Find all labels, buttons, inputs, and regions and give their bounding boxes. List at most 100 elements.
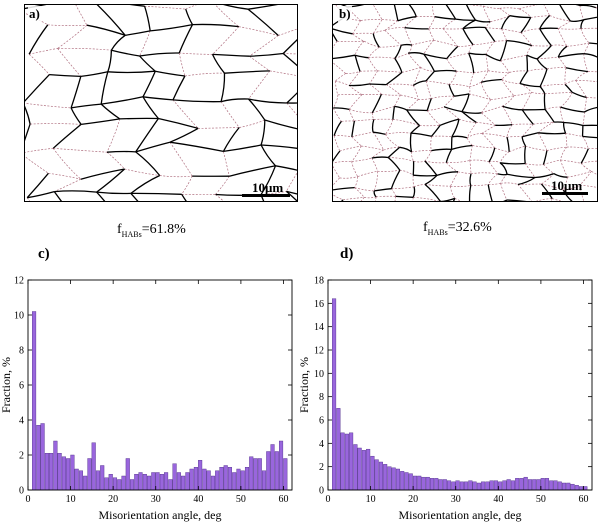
y-tick-label-c-4: 4 — [19, 416, 24, 427]
x-tick-label-c-0: 0 — [26, 494, 31, 505]
bar-d-43 — [510, 480, 515, 491]
bar-c-60 — [283, 458, 288, 491]
bar-c-50 — [240, 470, 245, 491]
bar-c-3 — [40, 423, 45, 491]
bar-c-55 — [261, 470, 267, 491]
bar-c-24 — [129, 479, 135, 491]
bar-c-40 — [198, 460, 203, 491]
x-tick-label-c-20: 20 — [108, 494, 118, 505]
grain-map-a-high-angle-boundaries — [25, 5, 297, 201]
bar-d-31 — [459, 481, 464, 491]
bar-d-35 — [476, 482, 481, 491]
y-tick-label-c-0: 0 — [19, 486, 24, 497]
plot-frame-d — [327, 279, 593, 491]
panel-label-b: b) — [338, 6, 352, 22]
grain-map-b — [332, 4, 598, 202]
bar-c-43 — [210, 475, 215, 491]
bar-c-22 — [121, 475, 126, 491]
y-tick-label-d-16: 16 — [314, 299, 324, 310]
bar-c-14 — [87, 458, 92, 491]
bar-d-40 — [498, 481, 503, 491]
bar-d-15 — [391, 467, 396, 491]
bars-c — [32, 311, 288, 491]
bar-c-9 — [66, 458, 71, 491]
x-tick-label-c-50: 50 — [236, 494, 246, 505]
bar-d-55 — [561, 482, 567, 491]
bar-c-44 — [215, 470, 220, 491]
bar-c-26 — [138, 472, 143, 491]
bar-c-57 — [270, 444, 275, 491]
bar-d-24 — [429, 478, 435, 491]
scale-label-a: 10μm — [252, 180, 284, 195]
x-tick-label-d-60: 60 — [578, 494, 588, 505]
y-tick-label-d-18: 18 — [314, 276, 324, 287]
x-tick-label-c-10: 10 — [66, 494, 76, 505]
bar-d-7 — [357, 447, 362, 491]
bar-c-51 — [244, 467, 250, 491]
bar-d-50 — [540, 478, 545, 491]
bar-c-35 — [176, 472, 181, 491]
bar-c-6 — [53, 440, 58, 491]
grain-map-a — [24, 4, 298, 202]
bar-d-11 — [374, 459, 379, 491]
bar-c-53 — [253, 458, 258, 491]
bar-d-51 — [544, 478, 550, 491]
bar-c-5 — [49, 453, 54, 491]
bar-d-53 — [553, 480, 558, 491]
bar-d-12 — [378, 461, 383, 491]
bar-c-41 — [202, 468, 207, 491]
x-tick-label-d-0: 0 — [326, 494, 331, 505]
hab-fraction-a: fHABs=61.8% — [117, 222, 186, 239]
bar-c-23 — [125, 458, 130, 491]
y-tick-label-c-8: 8 — [19, 346, 24, 357]
bar-d-10 — [370, 455, 375, 491]
panel-label-c: c) — [38, 246, 50, 262]
bar-c-31 — [159, 474, 164, 491]
bar-d-52 — [549, 480, 554, 491]
y-tick-label-d-0: 0 — [319, 486, 324, 497]
grain-map-a-svg — [25, 5, 297, 201]
x-tick-label-c-40: 40 — [193, 494, 203, 505]
bar-d-58 — [574, 485, 579, 491]
bar-c-12 — [78, 470, 83, 491]
bar-c-56 — [266, 451, 271, 491]
bar-d-29 — [451, 481, 456, 491]
bar-c-8 — [61, 456, 66, 491]
x-tick-label-d-20: 20 — [408, 494, 418, 505]
bar-c-4 — [44, 453, 49, 491]
bar-d-26 — [438, 479, 443, 491]
bar-d-56 — [566, 482, 571, 491]
bar-c-33 — [168, 479, 173, 491]
bar-d-16 — [395, 468, 400, 491]
y-tick-label-d-6: 6 — [319, 416, 324, 427]
bar-d-46 — [523, 476, 528, 491]
bar-c-27 — [142, 474, 147, 491]
y-axis-title-d: Fraction, % — [297, 357, 311, 413]
bar-d-5 — [349, 432, 354, 491]
bar-d-44 — [515, 478, 520, 491]
bar-c-13 — [83, 475, 88, 491]
bar-c-36 — [181, 475, 186, 491]
bar-d-18 — [404, 472, 409, 491]
y-tick-label-d-14: 14 — [314, 322, 324, 333]
grain-map-a-low-angle-boundaries — [25, 5, 297, 201]
bar-d-59 — [579, 486, 584, 491]
bar-d-48 — [532, 479, 537, 491]
bar-d-21 — [417, 475, 422, 491]
bar-c-17 — [100, 465, 105, 491]
bar-d-39 — [493, 480, 498, 491]
bar-d-36 — [481, 481, 486, 491]
bar-c-28 — [147, 475, 152, 491]
bar-c-39 — [193, 467, 198, 491]
y-tick-label-c-6: 6 — [19, 381, 24, 392]
bar-d-54 — [557, 481, 562, 491]
bar-d-37 — [485, 481, 490, 491]
bar-c-25 — [134, 474, 139, 491]
bar-d-22 — [421, 476, 426, 491]
y-tick-label-c-10: 10 — [14, 311, 24, 322]
bar-d-32 — [464, 481, 469, 491]
bar-d-17 — [400, 471, 405, 491]
x-tick-label-c-60: 60 — [278, 494, 288, 505]
bar-c-37 — [185, 472, 190, 491]
bar-d-13 — [383, 464, 388, 491]
